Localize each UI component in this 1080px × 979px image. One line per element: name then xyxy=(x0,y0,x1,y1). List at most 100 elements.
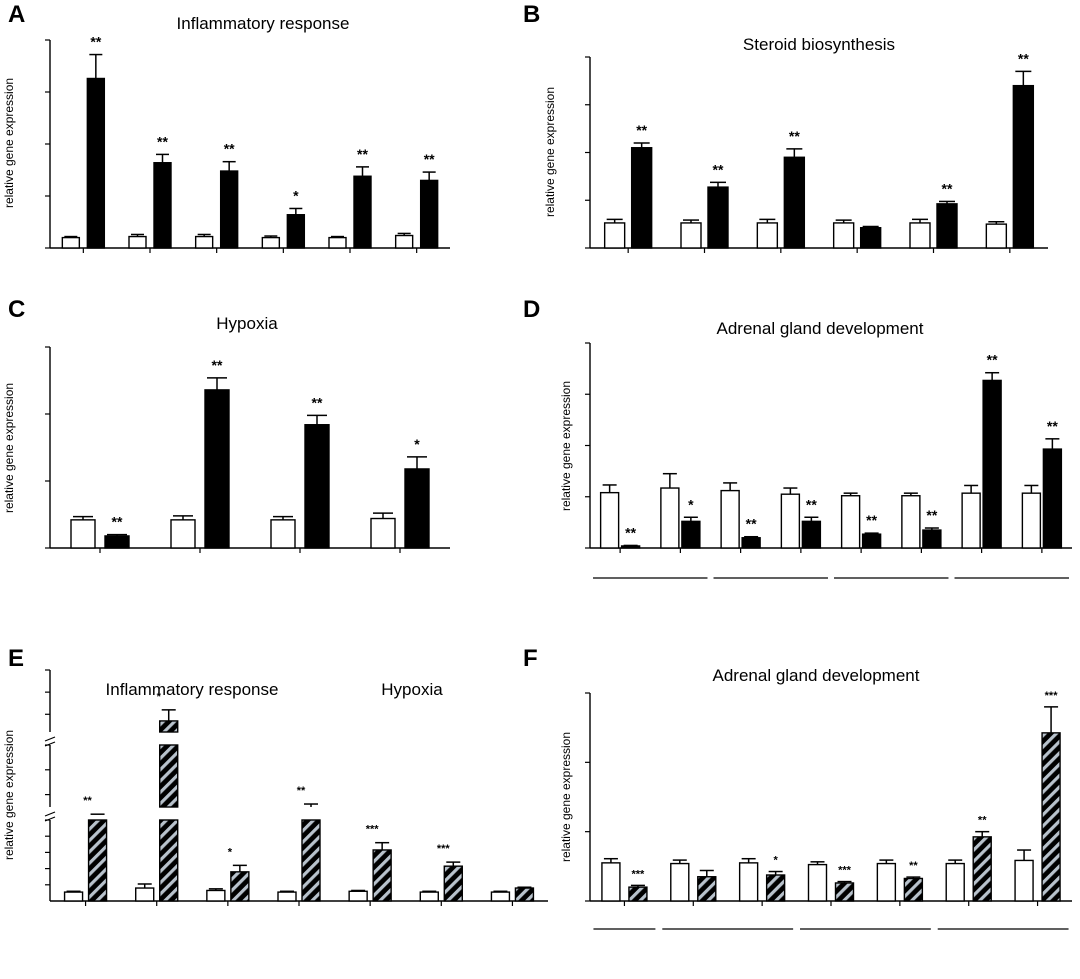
significance-marker: ** xyxy=(942,180,953,196)
bar-treated-il1β xyxy=(86,77,106,249)
panel-a-title: Inflammatory response xyxy=(177,14,350,33)
bar-treated-cxcl10 xyxy=(301,819,321,902)
significance-marker: * xyxy=(228,846,233,858)
panel-d-title: Adrenal gland development xyxy=(717,319,924,338)
bar-treated-nlrp3 xyxy=(153,162,172,249)
bar-control-plaur xyxy=(394,234,414,249)
significance-marker: * xyxy=(774,855,779,867)
bar-treated-shh xyxy=(620,545,641,549)
bar-treated-frzb xyxy=(1042,448,1063,549)
bar-treated-bcl2 xyxy=(104,535,130,549)
significance-marker: *** xyxy=(838,865,852,877)
significance-marker: ** xyxy=(212,357,223,373)
bar-control-lef1 xyxy=(876,862,897,902)
bar-control-cited2 xyxy=(370,517,396,549)
panel-a-letter: A xyxy=(8,1,25,28)
significance-marker: ** xyxy=(625,524,636,540)
axis-break-mark xyxy=(44,736,56,742)
axis-break-mark xyxy=(44,811,56,817)
significance-marker: * xyxy=(414,436,420,452)
bar-control-ldha xyxy=(490,891,511,902)
significance-marker: * xyxy=(157,691,162,703)
bar-control-nod2 xyxy=(206,889,226,902)
significance-marker: ** xyxy=(312,394,323,410)
bar-control-star xyxy=(680,222,702,249)
bar-treated-wt1 xyxy=(681,520,701,549)
bar-control-shh xyxy=(601,862,621,902)
bar-treated-hk2 xyxy=(204,389,230,549)
bar-treated-nod2 xyxy=(230,871,250,902)
bar-control-il1β xyxy=(63,891,84,902)
bar-treated-star xyxy=(707,186,729,249)
bar-treated-il6 xyxy=(159,744,179,808)
bar-treated-il6 xyxy=(159,819,179,902)
bar-control-scarb1 xyxy=(603,222,626,249)
bar-treated-wnt4 xyxy=(697,876,717,902)
significance-marker: ** xyxy=(1047,418,1058,434)
bar-control-bcl2 xyxy=(70,519,96,549)
bar-treated-por xyxy=(1012,84,1035,249)
bar-treated-axin2 xyxy=(861,533,882,549)
bar-treated-dhcr7 xyxy=(936,203,958,249)
significance-marker: ** xyxy=(636,122,647,138)
bar-treated-dab2 xyxy=(982,379,1002,549)
significance-marker: * xyxy=(688,496,694,512)
bar-treated-il6 xyxy=(159,720,179,733)
panel-e-title-2: Hypoxia xyxy=(381,680,443,699)
bar-treated-frzb xyxy=(1041,732,1061,902)
panel-b-title: Steroid biosynthesis xyxy=(743,35,895,54)
significance-marker: ** xyxy=(987,352,998,368)
significance-marker: ** xyxy=(978,815,987,827)
panel-b-letter: B xyxy=(523,1,540,28)
significance-marker: ** xyxy=(83,795,92,807)
bar-treated-ldha xyxy=(514,887,535,902)
bar-control-wnt4 xyxy=(720,489,740,549)
bar-treated-rspo3 xyxy=(765,874,786,902)
bar-treated-plaur xyxy=(419,179,439,249)
significance-marker: *** xyxy=(366,824,380,836)
bar-control-frzb xyxy=(1021,492,1042,549)
bar-control-csf3 xyxy=(261,236,281,249)
bar-control-il1β xyxy=(61,236,81,249)
bar-control-shh xyxy=(599,491,620,549)
bar-control-cyp11b2 xyxy=(756,222,779,249)
bar-treated-shh xyxy=(628,886,648,902)
significance-marker: *** xyxy=(632,868,646,880)
panel-c-title: Hypoxia xyxy=(216,314,278,333)
bar-control-dab2 xyxy=(945,862,965,902)
panel-a-y-axis-label: relative gene expression xyxy=(2,78,16,208)
significance-marker: ** xyxy=(866,512,877,528)
bar-treated-dab2 xyxy=(972,836,992,902)
bar-treated-cyp11b2 xyxy=(783,156,806,249)
bar-treated-rspo3 xyxy=(801,520,822,549)
panel-d-y-axis-label: relative gene expression xyxy=(559,381,573,511)
significance-marker: ** xyxy=(789,128,800,144)
significance-marker: *** xyxy=(437,843,451,855)
significance-marker: ** xyxy=(713,161,724,177)
bar-treated-csf3 xyxy=(286,214,306,249)
significance-marker: ** xyxy=(806,496,817,512)
significance-marker: ** xyxy=(224,141,235,157)
bar-control-frzb xyxy=(1014,859,1034,902)
bar-control-rspo3 xyxy=(780,493,801,549)
significance-marker: ** xyxy=(157,133,168,149)
bar-control-hif1α xyxy=(328,236,347,249)
panel-f-letter: F xyxy=(523,645,538,672)
bar-control-hif1α xyxy=(348,890,368,902)
bar-control-il6 xyxy=(135,887,155,902)
significance-marker: ** xyxy=(357,146,368,162)
bar-control-cxcl10 xyxy=(277,891,297,902)
bar-treated-lef1 xyxy=(903,877,924,902)
bar-treated-wnt4 xyxy=(741,537,761,549)
significance-marker: * xyxy=(293,187,299,203)
bar-control-nod2 xyxy=(194,235,214,249)
bar-control-nlrp3 xyxy=(128,235,147,249)
bar-treated-scarb1 xyxy=(630,147,653,249)
bar-treated-cyp11a1 xyxy=(859,227,882,249)
significance-marker: ** xyxy=(297,785,306,797)
bar-treated-il1β xyxy=(87,819,108,902)
bar-control-axin2 xyxy=(807,863,828,902)
bar-control-ldha xyxy=(270,519,296,549)
significance-marker: ** xyxy=(926,507,937,523)
